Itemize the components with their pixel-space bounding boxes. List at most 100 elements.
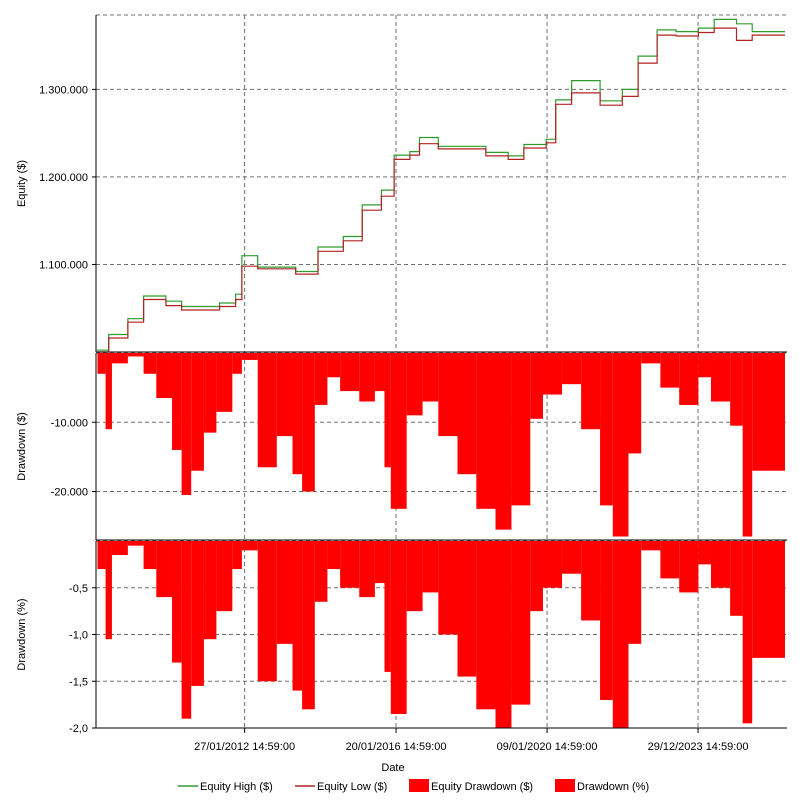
drawdown-bar [457,541,477,677]
legend: Equity High ($) Equity Low ($) Equity Draw… [178,779,649,793]
drawdown-bar [581,541,601,621]
drawdown-bar [302,353,315,492]
drawdown-bar [476,353,496,509]
drawdown-bar [314,353,328,405]
drawdown-bar [511,353,531,506]
drawdown-bar [698,541,711,565]
drawdown-bar [581,353,601,430]
drawdown-bar [143,353,157,374]
drawdown-bar [698,353,711,378]
drawdown-bar [660,353,680,388]
labels: Date 1.100.000 1.200.000 1.300.000 Equity (… [16,84,749,774]
drawdown-bar [340,541,360,588]
drawdown-bar [203,353,217,433]
legend-label: Equity Low ($) [317,781,387,793]
drawdown-bar [216,541,233,612]
drawdown-bar [457,353,477,475]
drawdown-bar [495,541,512,728]
drawdown-bar [390,541,407,714]
legend-swatch-box [409,779,429,792]
drawdown-bar [181,541,192,719]
drawdown-bar [327,541,341,570]
drawdown-bar [241,353,258,360]
drawdown-bar [127,541,144,546]
drawdown-bar [232,353,242,374]
y-tick-label: 1.300.000 [39,84,88,96]
y-tick-label: -10.000 [51,417,88,429]
drawdown-bar [292,353,303,475]
drawdown-bar [340,353,360,392]
drawdown-bar [679,353,699,405]
drawdown-bar [628,353,642,454]
drawdown-bar [374,541,385,584]
drawdown-bar [406,353,423,416]
y-axis-title: Drawdown (%) [16,598,28,670]
x-tick-label: 27/01/2012 14:59:00 [194,741,295,753]
drawdown-bar [241,541,258,551]
drawdown-bar [203,541,217,640]
drawdown-bar [438,353,458,437]
drawdown-bar [641,541,661,551]
drawdown-bar [730,541,743,616]
drawdown-bar [542,353,563,395]
x-tick-label: 20/01/2016 14:59:00 [346,741,447,753]
drawdown-bar [191,541,204,686]
drawdown-bar [742,353,753,537]
drawdown-bar [111,353,128,364]
drawdown-bar [97,541,106,570]
drawdown-bar [641,353,661,364]
y-tick-label: -1,0 [69,630,88,642]
drawdown-bar [181,353,192,495]
drawdown-bar [530,541,543,612]
data-layer [96,18,785,728]
drawdown-bar [600,353,613,506]
drawdown-bar [97,353,106,374]
drawdown-bar [660,541,680,579]
drawdown-bar [476,541,496,710]
drawdown-bar [156,541,173,598]
drawdown-bar [172,541,182,663]
axes [92,15,787,733]
drawdown-bar [752,541,785,658]
drawdown-bar [730,353,743,426]
drawdown-bar [276,541,293,644]
drawdown-bar [562,541,582,574]
drawdown-bar [257,353,277,468]
drawdown-bar [384,541,391,672]
equity-high-series [96,18,785,351]
drawdown-bar [390,353,407,509]
drawdown-bar [374,353,385,392]
drawdown-bar [327,353,341,378]
drawdown-bar [612,541,629,728]
drawdown-bar [438,541,458,635]
drawdown-bar [679,541,699,593]
drawdown-bar [511,541,531,705]
drawdown-bar [384,353,391,468]
drawdown-bar [257,541,277,682]
drawdown-bar [292,541,303,691]
y-tick-label: -1,5 [69,676,88,688]
x-tick-label: 29/12/2023 14:59:00 [648,741,749,753]
y-tick-label: -2,0 [69,723,88,735]
drawdown-bar [111,541,128,556]
legend-label: Drawdown (%) [577,781,649,793]
drawdown-bar [276,353,293,437]
y-tick-label: -20.000 [51,487,88,499]
legend-label: Equity Drawdown ($) [431,781,533,793]
drawdown-bar [191,353,204,471]
drawdown-bar [422,353,439,402]
drawdown-bar [710,541,731,588]
drawdown-bar [562,353,582,385]
x-axis-title: Date [381,762,404,774]
y-tick-label: -0,5 [69,583,88,595]
drawdown-bar [156,353,173,399]
legend-swatch-box [555,779,575,792]
drawdown-bar [495,353,512,530]
x-tick-label: 09/01/2020 14:59:00 [497,741,598,753]
y-axis-title: Equity ($) [16,160,28,207]
drawdown-bar [612,353,629,537]
drawdown-bar [628,541,642,644]
drawdown-bar [710,353,731,402]
legend-label: Equity High ($) [200,781,273,793]
